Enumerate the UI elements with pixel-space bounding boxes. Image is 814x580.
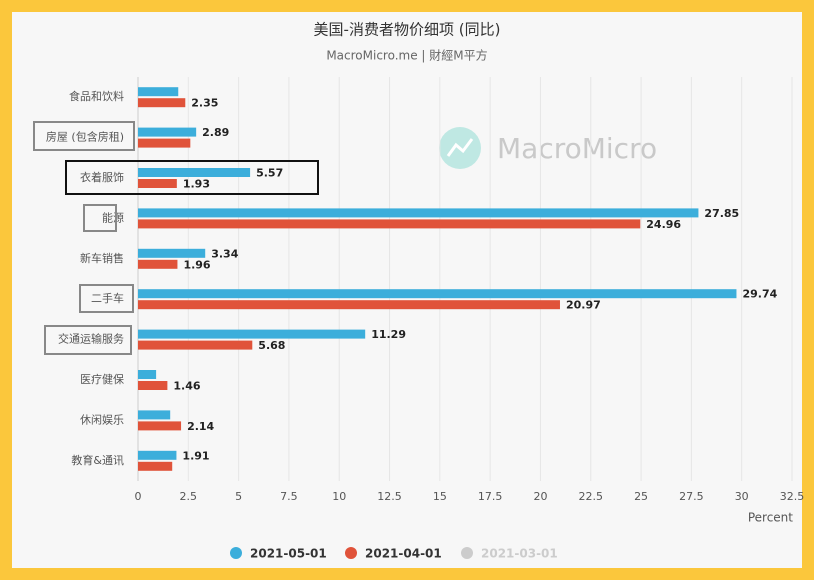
bar bbox=[138, 127, 197, 137]
bar bbox=[138, 340, 253, 350]
data-label: 5.57 bbox=[256, 167, 283, 180]
y-tick-label: 食品和饮料 bbox=[69, 89, 124, 103]
highlight-box bbox=[44, 325, 132, 355]
x-tick-label: 30 bbox=[735, 490, 749, 503]
x-tick-label: 12.5 bbox=[377, 490, 402, 503]
bar bbox=[138, 410, 171, 420]
y-tick-label: 休闲娱乐 bbox=[80, 412, 124, 426]
highlight-box bbox=[79, 284, 134, 313]
highlight-box bbox=[83, 204, 117, 232]
data-label: 1.91 bbox=[182, 449, 209, 462]
legend-marker bbox=[345, 547, 357, 559]
data-label: 1.93 bbox=[183, 178, 210, 191]
x-tick-label: 32.5 bbox=[780, 490, 805, 503]
bar bbox=[138, 461, 173, 471]
x-tick-label: 20 bbox=[533, 490, 547, 503]
bar bbox=[138, 450, 177, 460]
x-axis-label: Percent bbox=[748, 511, 793, 525]
x-tick-label: 5 bbox=[235, 490, 242, 503]
bar bbox=[138, 98, 186, 108]
data-label: 29.74 bbox=[742, 288, 777, 301]
data-label: 27.85 bbox=[704, 207, 739, 220]
x-tick-label: 27.5 bbox=[679, 490, 704, 503]
y-tick-label: 能源 bbox=[102, 210, 124, 224]
x-tick-label: 10 bbox=[332, 490, 346, 503]
bar bbox=[138, 248, 206, 258]
bar bbox=[138, 259, 178, 269]
y-tick-label: 新车销售 bbox=[80, 251, 124, 265]
data-label: 1.96 bbox=[183, 258, 210, 271]
chart-title: 美国-消费者物价细项 (同比) bbox=[314, 21, 501, 39]
bar bbox=[138, 289, 737, 299]
data-label: 2.14 bbox=[187, 420, 214, 433]
y-tick-label: 二手车 bbox=[91, 291, 124, 305]
highlight-box bbox=[65, 160, 319, 195]
bar bbox=[138, 421, 182, 431]
bar bbox=[138, 329, 366, 339]
data-label: 1.46 bbox=[173, 380, 200, 393]
data-label: 11.29 bbox=[371, 328, 406, 341]
watermark-logo bbox=[446, 138, 474, 157]
data-label: 5.68 bbox=[258, 339, 285, 352]
data-label: 2.89 bbox=[202, 126, 229, 139]
y-tick-label: 衣着服饰 bbox=[80, 170, 124, 184]
legend-marker bbox=[461, 547, 473, 559]
plot: 0 2.5 5 7.5 10 12.5 15 17.5 20 22.5 25 27.5 30 32.5 食品… bbox=[46, 77, 804, 503]
bar bbox=[138, 208, 699, 218]
bar bbox=[138, 138, 191, 148]
bar bbox=[138, 300, 560, 310]
y-tick-label: 医疗健保 bbox=[80, 372, 124, 386]
highlight-box bbox=[33, 121, 135, 151]
bar bbox=[138, 219, 641, 229]
legend-label: 2021-03-01 bbox=[481, 547, 558, 561]
y-tick-label: 房屋 (包含房租) bbox=[46, 130, 124, 144]
bar bbox=[138, 168, 251, 177]
legend-label: 2021-05-01 bbox=[250, 547, 327, 561]
legend-label: 2021-04-01 bbox=[365, 547, 442, 561]
x-tick-label: 15 bbox=[433, 490, 447, 503]
data-label: 24.96 bbox=[646, 218, 681, 231]
bar bbox=[138, 179, 177, 188]
x-tick-label: 0 bbox=[135, 490, 142, 503]
x-tick-label: 7.5 bbox=[280, 490, 298, 503]
x-tick-label: 2.5 bbox=[180, 490, 198, 503]
x-tick-label: 25 bbox=[634, 490, 648, 503]
data-label: 2.35 bbox=[191, 97, 218, 110]
chart-subtitle: MacroMicro.me | 財經M平方 bbox=[326, 48, 487, 63]
bar bbox=[138, 381, 168, 390]
y-tick-label: 交通运输服务 bbox=[58, 332, 124, 346]
data-label: 3.34 bbox=[211, 247, 238, 260]
data-label: 20.97 bbox=[566, 299, 601, 312]
bar bbox=[138, 370, 157, 379]
x-tick-label: 22.5 bbox=[579, 490, 604, 503]
y-tick-label: 教育&通讯 bbox=[71, 453, 124, 467]
bar bbox=[138, 87, 179, 97]
x-tick-label: 17.5 bbox=[478, 490, 503, 503]
watermark: MacroMicro bbox=[497, 132, 657, 165]
legend-marker bbox=[230, 547, 242, 559]
